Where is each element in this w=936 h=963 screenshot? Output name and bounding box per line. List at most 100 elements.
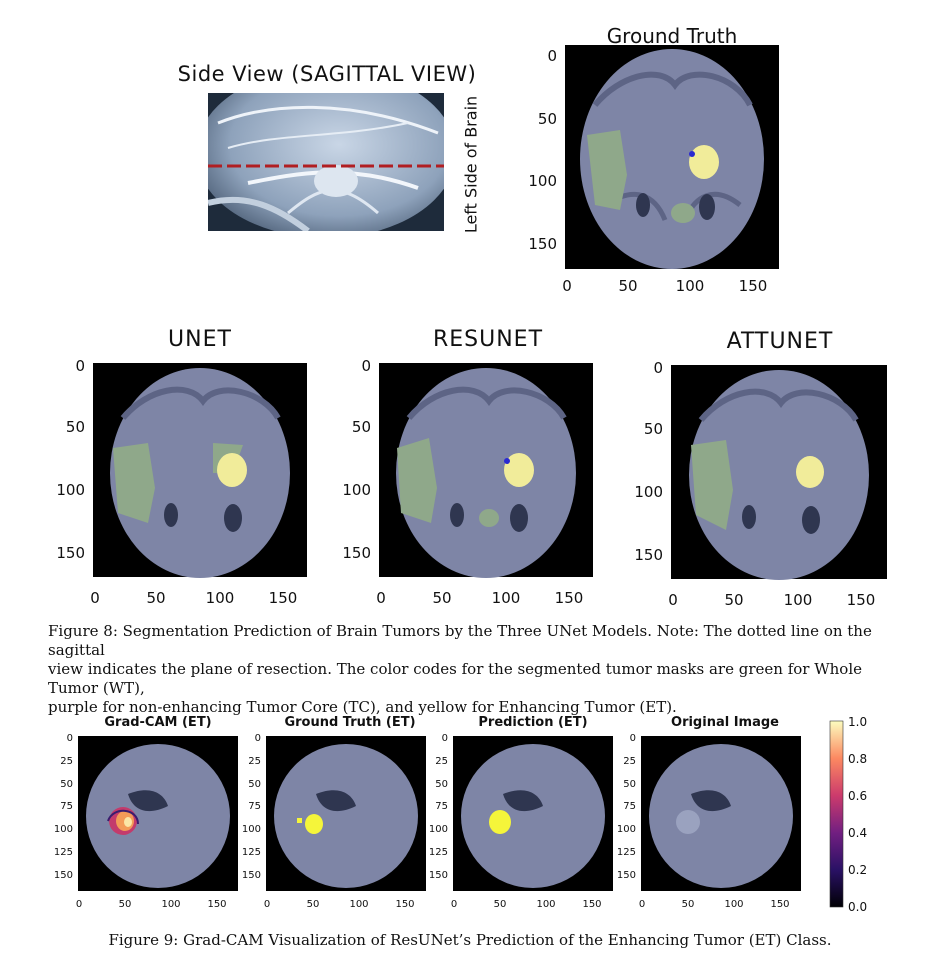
- gc-ytick-100: 100: [54, 824, 73, 835]
- unet-ytick-100: 100: [56, 481, 85, 499]
- resunet-ytick-50: 50: [352, 418, 371, 436]
- pe-ytick-50: 50: [435, 779, 448, 790]
- unet-xtick-100: 100: [206, 589, 235, 607]
- gt-xtick-50: 50: [618, 277, 637, 295]
- unet-ytick-150: 150: [56, 544, 85, 562]
- unet-ytick-0: 0: [75, 357, 85, 375]
- figure8-caption-line3: purple for non-enhancing Tumor Core (TC)…: [48, 698, 677, 716]
- gc-ytick-50: 50: [60, 779, 73, 790]
- left-side-label: Left Side of Brain: [461, 95, 481, 234]
- gte-ytick-0: 0: [255, 733, 261, 744]
- attunet-title: ATTUNET: [726, 329, 834, 354]
- gte-xtick-0: 0: [264, 899, 270, 910]
- cb-tick-0.0: 0.0: [848, 900, 867, 914]
- pe-xtick-50: 50: [494, 899, 507, 910]
- pred-et-plot: 0 25 50 75 100 125 150 0 50 100 150: [429, 733, 613, 910]
- gte-ytick-50: 50: [248, 779, 261, 790]
- pe-ytick-75: 75: [435, 801, 448, 812]
- figure8-caption-line1: Figure 8: Segmentation Prediction of Bra…: [48, 622, 872, 659]
- gt-ytick-100: 100: [528, 172, 557, 190]
- unet-plot: 0 50 100 150 0 50 100 150: [56, 357, 307, 607]
- attunet-xtick-100: 100: [784, 591, 813, 609]
- oi-ytick-100: 100: [617, 824, 636, 835]
- gte-xtick-50: 50: [307, 899, 320, 910]
- gt-et-plot: 0 25 50 75 100 125 150 0 50 100 150: [242, 733, 426, 910]
- gte-ytick-75: 75: [248, 801, 261, 812]
- cb-tick-0.6: 0.6: [848, 789, 867, 803]
- pe-ytick-0: 0: [442, 733, 448, 744]
- orig-title: Original Image: [671, 715, 779, 730]
- gradcam-plot: 0 25 50 75 100 125 150 0 50 100 150: [54, 733, 238, 910]
- attunet-ytick-150: 150: [634, 546, 663, 564]
- gte-ytick-125: 125: [242, 847, 261, 858]
- oi-xtick-0: 0: [639, 899, 645, 910]
- attunet-plot: 0 50 100 150 0 50 100 150: [634, 359, 887, 609]
- attunet-xtick-0: 0: [668, 591, 678, 609]
- cb-tick-0.8: 0.8: [848, 752, 867, 766]
- gc-ytick-25: 25: [60, 756, 73, 767]
- gt-ytick-50: 50: [538, 110, 557, 128]
- figure8-caption: Figure 8: Segmentation Prediction of Bra…: [48, 622, 908, 717]
- resunet-xtick-0: 0: [376, 589, 386, 607]
- oi-xtick-150: 150: [770, 899, 789, 910]
- gt-ytick-150: 150: [528, 235, 557, 253]
- resunet-ytick-100: 100: [342, 481, 371, 499]
- unet-xtick-0: 0: [90, 589, 100, 607]
- gradcam-title: Grad-CAM (ET): [104, 715, 212, 730]
- attunet-xtick-50: 50: [724, 591, 743, 609]
- gte-ytick-150: 150: [242, 870, 261, 881]
- gc-xtick-50: 50: [119, 899, 132, 910]
- oi-ytick-75: 75: [623, 801, 636, 812]
- pe-ytick-100: 100: [429, 824, 448, 835]
- oi-ytick-0: 0: [630, 733, 636, 744]
- resunet-ytick-0: 0: [361, 357, 371, 375]
- colorbar: 1.0 0.8 0.6 0.4 0.2 0.0: [829, 715, 867, 914]
- attunet-xtick-150: 150: [847, 591, 876, 609]
- pred-et-title: Prediction (ET): [478, 715, 588, 730]
- sagittal-title: Side View (SAGITTAL VIEW): [177, 62, 477, 86]
- gt-xtick-150: 150: [739, 277, 768, 295]
- unet-xtick-150: 150: [269, 589, 298, 607]
- figure9-caption: Figure 9: Grad-CAM Visualization of ResU…: [108, 931, 832, 949]
- unet-ytick-50: 50: [66, 418, 85, 436]
- resunet-plot: 0 50 100 150 0 50 100 150: [342, 357, 593, 607]
- gc-xtick-150: 150: [207, 899, 226, 910]
- attunet-ytick-0: 0: [653, 359, 663, 377]
- gt-xtick-100: 100: [676, 277, 705, 295]
- gt-xtick-0: 0: [562, 277, 572, 295]
- gc-ytick-0: 0: [67, 733, 73, 744]
- pe-xtick-100: 100: [536, 899, 555, 910]
- oi-ytick-125: 125: [617, 847, 636, 858]
- resunet-xtick-100: 100: [492, 589, 521, 607]
- gt-ytick-0: 0: [547, 47, 557, 65]
- gc-ytick-75: 75: [60, 801, 73, 812]
- oi-ytick-50: 50: [623, 779, 636, 790]
- pe-ytick-150: 150: [429, 870, 448, 881]
- pe-ytick-125: 125: [429, 847, 448, 858]
- ground-truth-title: Ground Truth: [606, 24, 738, 48]
- pe-xtick-150: 150: [582, 899, 601, 910]
- resunet-ytick-150: 150: [342, 544, 371, 562]
- oi-ytick-150: 150: [617, 870, 636, 881]
- gc-xtick-100: 100: [161, 899, 180, 910]
- gc-xtick-0: 0: [76, 899, 82, 910]
- oi-xtick-50: 50: [682, 899, 695, 910]
- original-plot: 0 25 50 75 100 125 150 0 50 100 150: [617, 733, 801, 910]
- gte-xtick-100: 100: [349, 899, 368, 910]
- resunet-xtick-50: 50: [432, 589, 451, 607]
- unet-title: UNET: [168, 327, 232, 352]
- gc-ytick-150: 150: [54, 870, 73, 881]
- oi-ytick-25: 25: [623, 756, 636, 767]
- pe-ytick-25: 25: [435, 756, 448, 767]
- pe-xtick-0: 0: [451, 899, 457, 910]
- resunet-xtick-150: 150: [555, 589, 584, 607]
- gt-et-title: Ground Truth (ET): [284, 715, 416, 730]
- gte-ytick-25: 25: [248, 756, 261, 767]
- oi-xtick-100: 100: [724, 899, 743, 910]
- unet-xtick-50: 50: [146, 589, 165, 607]
- gc-ytick-125: 125: [54, 847, 73, 858]
- cb-tick-0.2: 0.2: [848, 863, 867, 877]
- figure8-caption-line2: view indicates the plane of resection. T…: [48, 660, 863, 697]
- gte-xtick-150: 150: [395, 899, 414, 910]
- resunet-title: RESUNET: [432, 327, 544, 352]
